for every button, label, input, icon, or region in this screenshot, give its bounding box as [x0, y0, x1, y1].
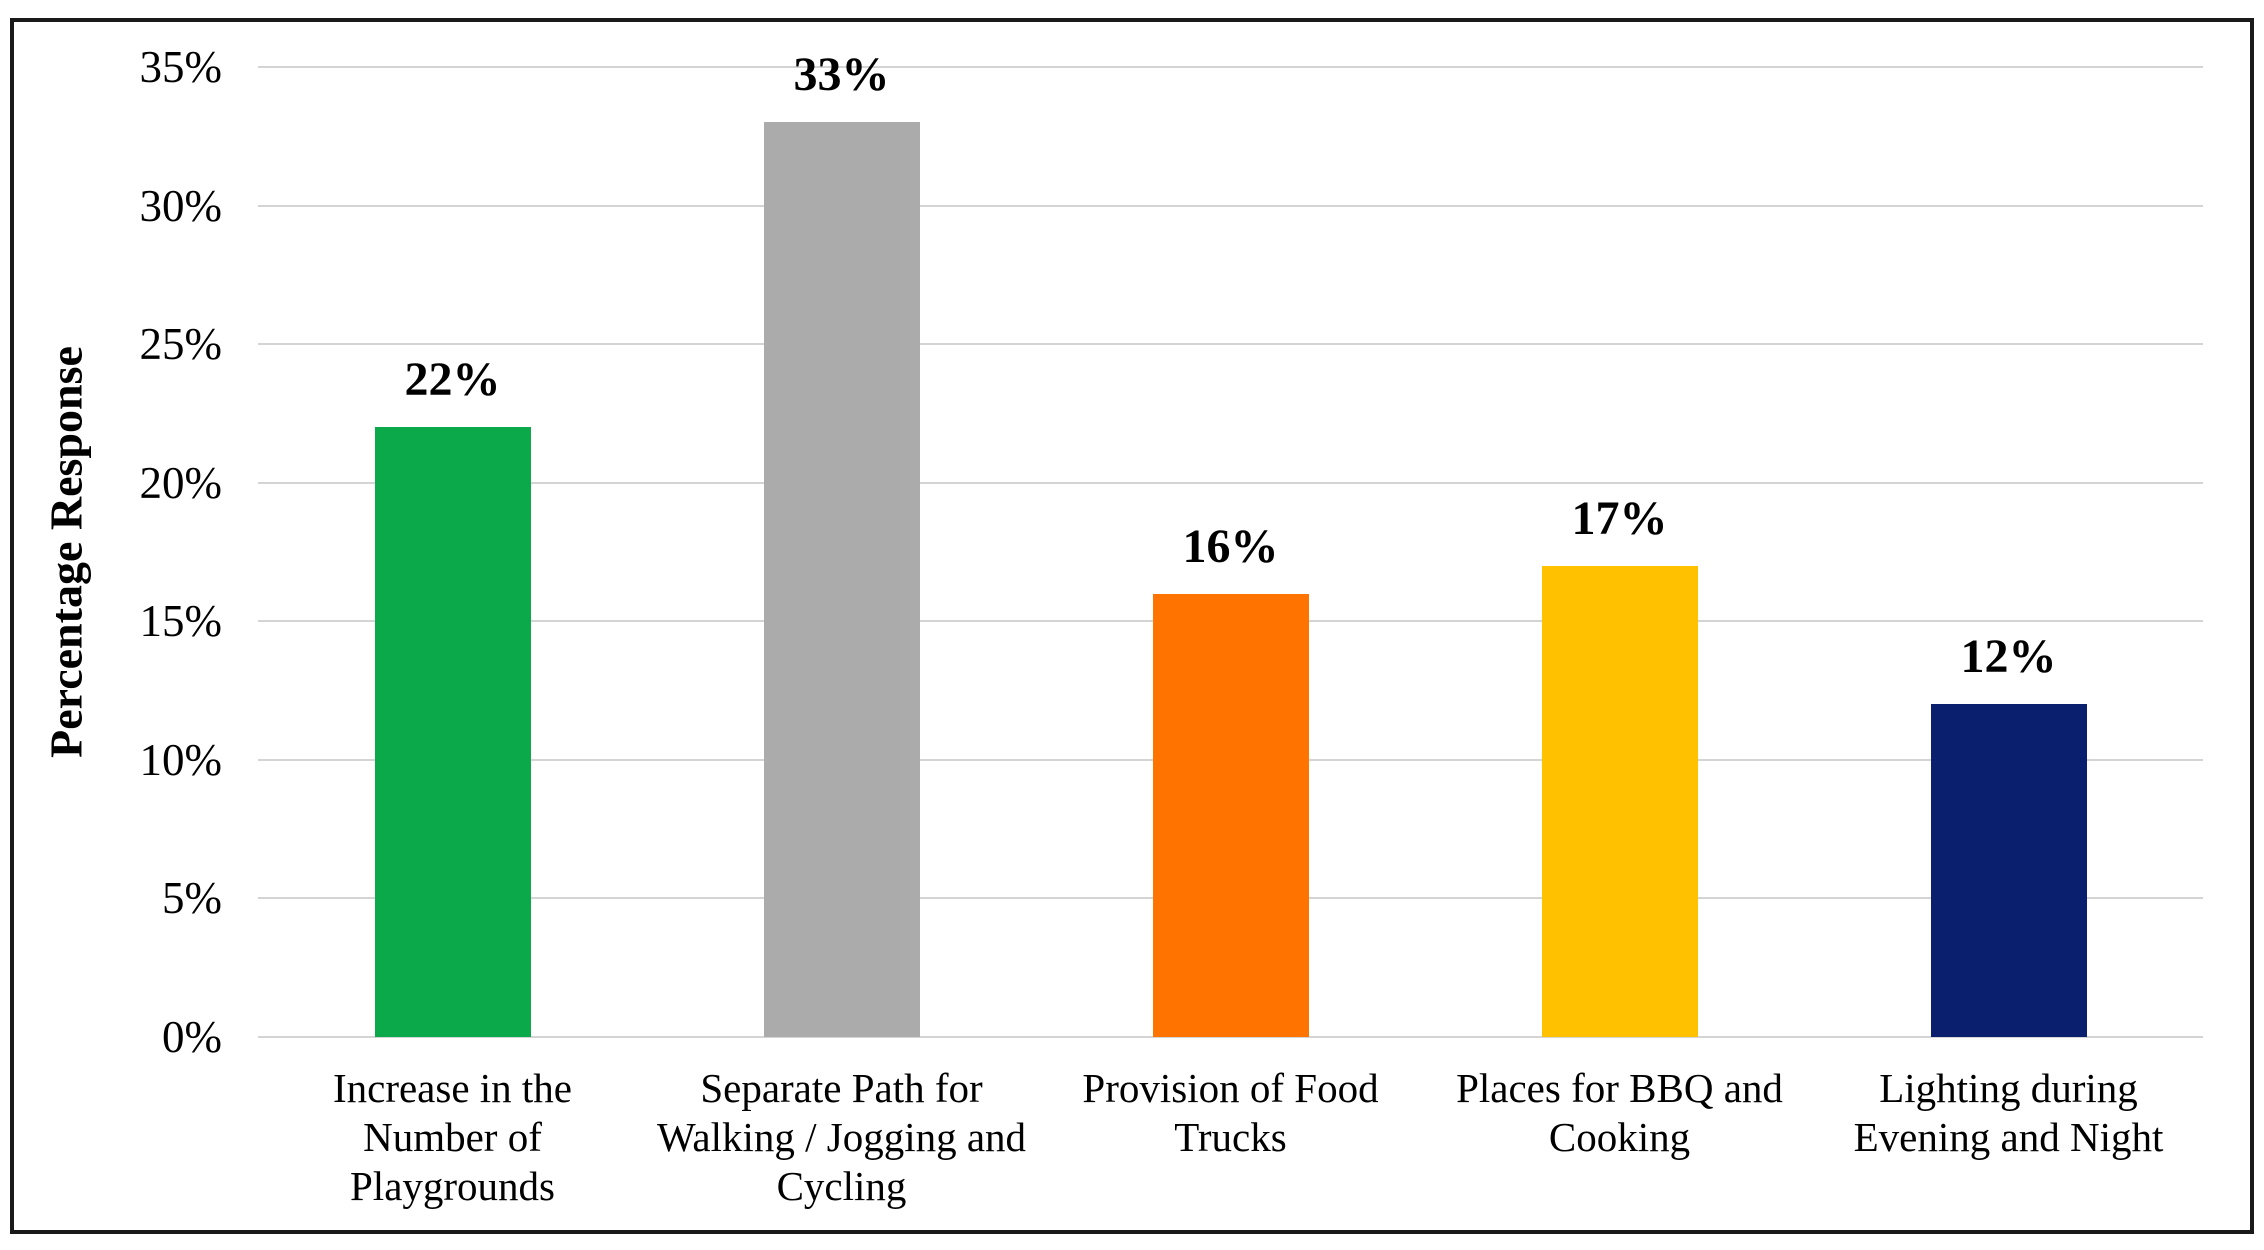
- gridline: [258, 481, 2203, 484]
- y-tick-label: 15%: [139, 596, 223, 647]
- x-axis-labels: Increase in the Number of Playgrounds Se…: [258, 1064, 2203, 1212]
- bar-lighting: [1930, 704, 2087, 1037]
- bar-value-label: 16%: [1182, 519, 1279, 573]
- gridline: [258, 1036, 2203, 1038]
- y-tick-label: 10%: [139, 734, 223, 785]
- y-tick-label: 0%: [162, 1012, 222, 1062]
- y-tick-label: 35%: [139, 42, 223, 92]
- gridline: [258, 204, 2203, 207]
- bar-value-label: 22%: [404, 353, 501, 407]
- bar-separate-path: [763, 122, 920, 1037]
- y-tick-label: 20%: [139, 457, 223, 508]
- y-tick-label: 30%: [139, 180, 223, 231]
- y-tick-label: 5%: [162, 873, 222, 924]
- bar-bbq-cooking: [1541, 565, 1698, 1037]
- y-tick-label: 25%: [139, 319, 223, 370]
- bar-group-playgrounds: 22%: [258, 67, 647, 1037]
- x-category-label: Provision of Food Trucks: [1082, 1065, 1379, 1161]
- bar-group-food-trucks: 16%: [1036, 67, 1425, 1037]
- x-category-label: Increase in the Number of Playgrounds: [332, 1065, 573, 1210]
- x-category-label: Places for BBQ and Cooking: [1456, 1065, 1783, 1161]
- gridline: [258, 66, 2203, 68]
- x-category-label: Lighting during Evening and Night: [1853, 1065, 2164, 1161]
- bar-value-label: 17%: [1571, 491, 1668, 545]
- bar-playgrounds: [374, 427, 531, 1037]
- bar-group-lighting: 12%: [1814, 67, 2203, 1037]
- bar-food-trucks: [1152, 593, 1309, 1037]
- x-category-label: Separate Path for Walking / Jogging and …: [656, 1065, 1027, 1210]
- plot-area: 22% 33% 16% 17% 12%: [258, 48, 2203, 1038]
- bar-value-label: 12%: [1960, 630, 2057, 684]
- bar-value-label: 33%: [793, 48, 890, 102]
- bars-layer: 22% 33% 16% 17% 12%: [258, 48, 2203, 1037]
- gridline: [258, 343, 2203, 346]
- bar-group-separate-path: 33%: [647, 48, 1036, 1037]
- y-axis-title: Percentage Response: [40, 346, 92, 758]
- bar-group-bbq-cooking: 17%: [1425, 67, 1814, 1037]
